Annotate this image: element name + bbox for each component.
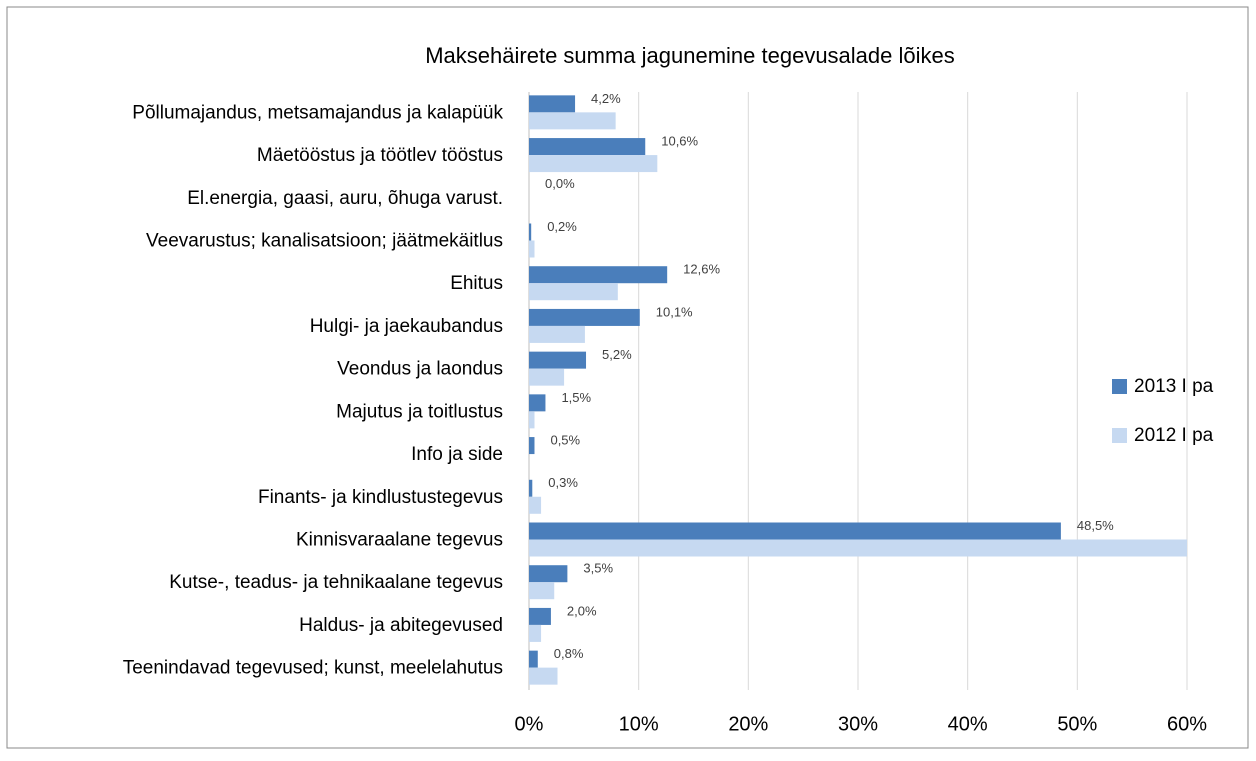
bar: [529, 138, 646, 156]
x-tick-label: 10%: [619, 713, 659, 735]
bar: [529, 496, 542, 514]
data-label: 12,6%: [683, 262, 720, 277]
data-label: 0,8%: [554, 646, 584, 661]
bar: [529, 368, 565, 386]
x-tick-label: 60%: [1167, 713, 1207, 735]
bar: [529, 112, 616, 130]
bar: [529, 223, 532, 241]
bar: [529, 479, 533, 497]
bar: [529, 351, 587, 369]
category-label: Info ja side: [411, 444, 503, 465]
data-label: 1,5%: [561, 390, 591, 405]
chart-border: [6, 6, 1249, 749]
bar: [529, 565, 568, 583]
data-label: 0,0%: [545, 176, 575, 191]
data-label: 0,2%: [547, 219, 577, 234]
bar: [529, 582, 555, 600]
legend-swatch: [1112, 379, 1127, 394]
bar: [529, 522, 1061, 540]
bar: [529, 283, 618, 301]
x-tick-label: 40%: [948, 713, 988, 735]
data-label: 3,5%: [583, 561, 613, 576]
category-label: Teenindavad tegevused; kunst, meelelahut…: [123, 658, 503, 679]
category-label: Kinnisvaraalane tegevus: [296, 530, 503, 551]
data-label: 10,1%: [656, 304, 693, 319]
bar: [529, 394, 546, 412]
x-tick-label: 20%: [728, 713, 768, 735]
x-tick-label: 30%: [838, 713, 878, 735]
category-label: Veevarustus; kanalisatsioon; jäätmekäitl…: [146, 231, 503, 252]
bar: [529, 667, 558, 685]
legend-label: 2012 I pa: [1134, 425, 1214, 446]
x-tick-label: 50%: [1057, 713, 1097, 735]
category-label: Hulgi- ja jaekaubandus: [310, 316, 503, 337]
data-label: 4,2%: [591, 91, 621, 106]
bar: [529, 650, 538, 668]
category-label: Mäetööstus ja töötlev tööstus: [257, 145, 503, 166]
bar: [529, 437, 535, 455]
bar: [529, 325, 585, 343]
bar: [529, 539, 1187, 557]
data-label: 48,5%: [1077, 518, 1114, 533]
category-label: Haldus- ja abitegevused: [299, 615, 503, 636]
category-label: Finants- ja kindlustustegevus: [258, 487, 503, 508]
category-label: Majutus ja toitlustus: [336, 401, 503, 422]
data-label: 0,5%: [550, 433, 580, 448]
bar: [529, 95, 576, 113]
bar: [529, 607, 551, 625]
legend-swatch: [1112, 428, 1127, 443]
data-label: 5,2%: [602, 347, 632, 362]
data-label: 2,0%: [567, 603, 597, 618]
category-label: El.energia, gaasi, auru, õhuga varust.: [187, 188, 503, 209]
data-label: 0,3%: [548, 475, 578, 490]
category-label: Kutse-, teadus- ja tehnikaalane tegevus: [169, 572, 503, 593]
category-label: Põllumajandus, metsamajandus ja kalapüük: [132, 102, 503, 123]
bar: [529, 308, 640, 326]
bar: [529, 411, 535, 429]
category-label: Veondus ja laondus: [337, 359, 503, 380]
data-label: 10,6%: [661, 134, 698, 149]
bar: [529, 240, 535, 258]
bar: [529, 624, 542, 642]
x-tick-label: 0%: [515, 713, 544, 735]
bar: [529, 266, 668, 284]
category-label: Ehitus: [450, 273, 503, 294]
legend-label: 2013 I pa: [1134, 376, 1214, 397]
chart-title: Maksehäirete summa jagunemine tegevusala…: [425, 43, 955, 68]
bar: [529, 155, 658, 173]
